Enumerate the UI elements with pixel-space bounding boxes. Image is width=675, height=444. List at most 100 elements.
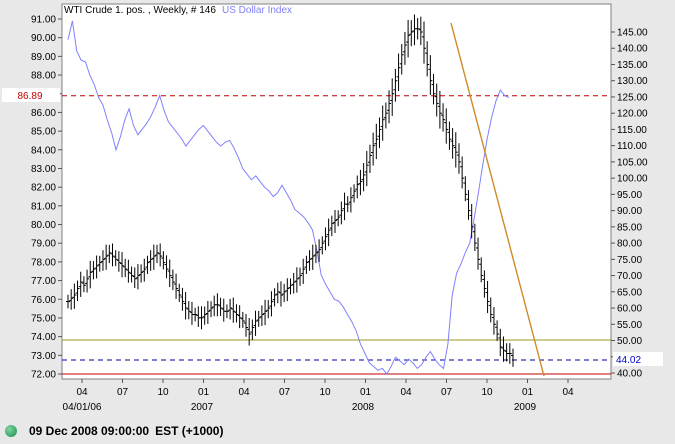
ohlc-bar (91, 261, 96, 280)
x-tick-label: 01 (198, 387, 210, 398)
ohlc-bar (183, 292, 188, 320)
left-tick-label: 91.00 (31, 15, 56, 26)
right-tick-label: 60.00 (617, 304, 642, 315)
ohlc-bar (285, 278, 290, 302)
x-tick-label: 07 (117, 387, 129, 398)
ohlc-bar (383, 102, 388, 129)
ohlc-bar (135, 264, 140, 290)
right-tick-label: 70.00 (617, 271, 642, 282)
left-tick-label: 83.00 (31, 164, 56, 175)
x-tick-label: 04 (562, 387, 574, 398)
ohlc-bar (374, 123, 379, 160)
ohlc-bar (301, 258, 306, 284)
ohlc-bar (479, 257, 484, 283)
ohlc-bar (310, 244, 315, 270)
x-tick-label: 01 (522, 387, 534, 398)
x-year-label: 04/01/06 (63, 402, 102, 413)
ohlc-bar (132, 267, 137, 288)
left-tick-label: 75.00 (31, 313, 56, 324)
ohlc-bar (88, 260, 93, 289)
ohlc-bar (387, 90, 392, 124)
ohlc-bar (307, 250, 312, 271)
ohlc-bar (158, 243, 163, 267)
left-tick-label: 72.00 (31, 370, 56, 381)
ohlc-bar (215, 293, 220, 317)
ohlc-bar (460, 156, 465, 189)
left-marker-label: 86.89 (17, 91, 42, 102)
ohlc-bar (415, 18, 420, 40)
ohlc-bar (167, 259, 172, 288)
x-tick-label: 10 (157, 387, 169, 398)
ohlc-bar (123, 258, 128, 278)
left-tick-label: 90.00 (31, 33, 56, 44)
ohlc-bar (329, 215, 334, 237)
ohlc-bar (367, 144, 372, 173)
overlay-title: US Dollar Index (222, 5, 292, 16)
connection-status-icon (5, 425, 17, 437)
ohlc-bar (428, 55, 433, 95)
ohlc-bar (250, 319, 255, 341)
ohlc-bar (488, 297, 493, 323)
ohlc-bar (482, 270, 487, 298)
ohlc-bar (177, 283, 182, 302)
left-tick-label: 86.00 (31, 108, 56, 119)
usdx-series (67, 20, 510, 375)
ohlc-bar (339, 201, 344, 225)
right-tick-label: 90.00 (617, 206, 642, 217)
ohlc-bar (511, 348, 515, 367)
left-tick-label: 88.00 (31, 71, 56, 82)
ohlc-bar (275, 282, 280, 304)
ohlc-bar (380, 105, 385, 141)
ohlc-bar (320, 236, 325, 255)
ohlc-bar (304, 255, 309, 274)
left-tick-label: 73.00 (31, 351, 56, 362)
chart-title: WTI Crude 1. pos. , Weekly, # 146 (64, 5, 216, 16)
x-tick-label: 07 (441, 387, 453, 398)
ohlc-bar (456, 143, 461, 174)
ohlc-bar (431, 73, 436, 105)
ohlc-bar (390, 78, 395, 116)
ohlc-bar (244, 313, 248, 337)
right-tick-label: 75.00 (617, 255, 642, 266)
ohlc-bar (247, 317, 252, 346)
ohlc-bar (85, 269, 90, 293)
ohlc-bar (453, 132, 458, 168)
left-tick-label: 85.00 (31, 127, 56, 138)
ohlc-bar (447, 121, 452, 150)
status-datetime: 09 Dec 2008 09:00:00 (29, 424, 150, 438)
ohlc-bar (269, 291, 274, 317)
trendline (450, 22, 545, 377)
right-tick-label: 65.00 (617, 287, 642, 298)
ohlc-bar (209, 301, 214, 318)
ohlc-bar (148, 250, 153, 271)
ohlc-bar (231, 297, 236, 323)
x-tick-label: 04 (76, 387, 88, 398)
ohlc-bar (291, 272, 296, 294)
x-year-label: 2008 (352, 402, 375, 413)
ohlc-bar (199, 306, 204, 330)
ohlc-bar (180, 287, 185, 311)
left-tick-label: 77.00 (31, 276, 56, 287)
ohlc-bar (501, 336, 506, 362)
ohlc-bar (129, 266, 134, 283)
right-marker-label: 44.02 (616, 355, 641, 366)
x-tick-label: 04 (400, 387, 412, 398)
ohlc-bar (422, 21, 426, 64)
x-tick-label: 04 (238, 387, 250, 398)
ohlc-bar (437, 90, 442, 129)
ohlc-bar (425, 41, 430, 77)
ohlc-bar (272, 288, 277, 307)
right-tick-label: 140.00 (617, 44, 648, 55)
ohlc-bar (355, 175, 360, 199)
ohlc-bar (256, 310, 261, 327)
ohlc-bar (444, 108, 449, 144)
ohlc-bar (205, 300, 210, 324)
ohlc-bar (263, 299, 268, 326)
ohlc-bar (266, 300, 271, 319)
x-tick-label: 01 (360, 387, 372, 398)
right-tick-label: 110.00 (617, 141, 647, 152)
ohlc-bar (399, 44, 404, 75)
x-axis: 04 07 10 01 04 07 10 01 04 07 10 01 04 04/01/06 2007 20… (63, 379, 574, 413)
right-tick-label: 145.00 (617, 28, 648, 39)
left-tick-label: 81.00 (31, 201, 56, 212)
